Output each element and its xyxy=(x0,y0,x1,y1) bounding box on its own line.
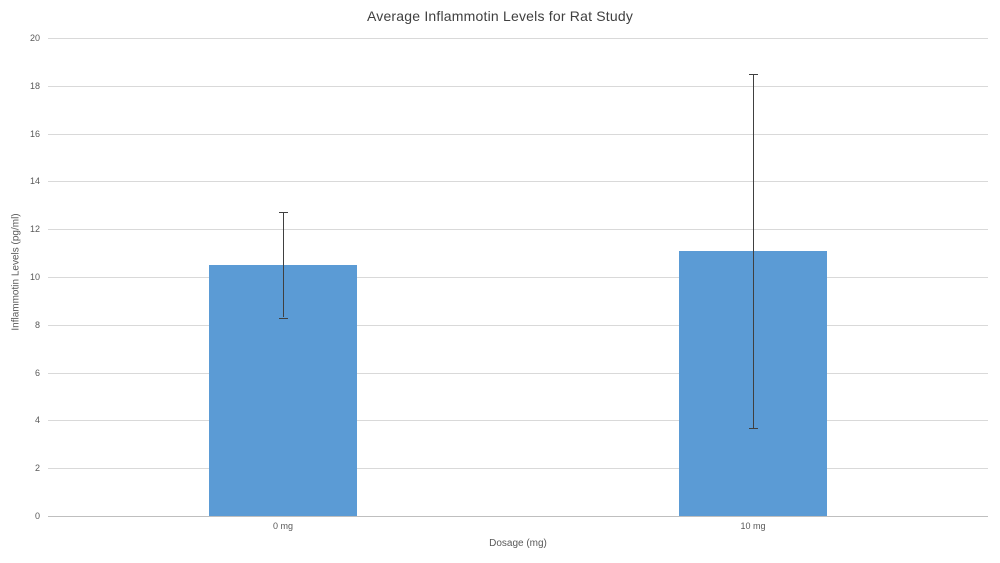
y-tick-label: 2 xyxy=(34,463,40,473)
gridline xyxy=(48,373,988,374)
gridline xyxy=(48,181,988,182)
error-bar xyxy=(283,212,284,317)
error-bar-cap xyxy=(279,318,288,319)
gridline xyxy=(48,134,988,135)
error-bar-cap xyxy=(749,428,758,429)
error-bar xyxy=(753,74,754,428)
y-tick-label: 6 xyxy=(34,368,40,378)
x-tick-label: 0 mg xyxy=(272,521,294,531)
error-bar-cap xyxy=(749,74,758,75)
chart-title: Average Inflammotin Levels for Rat Study xyxy=(366,8,634,24)
y-tick-label: 12 xyxy=(29,224,40,234)
gridline xyxy=(48,86,988,87)
y-tick-label: 4 xyxy=(34,415,40,425)
y-tick-label: 14 xyxy=(29,176,40,186)
x-tick-label: 10 mg xyxy=(740,521,766,531)
gridline xyxy=(48,420,988,421)
gridline xyxy=(48,325,988,326)
plot-area xyxy=(48,38,988,517)
gridline xyxy=(48,38,988,39)
gridline xyxy=(48,277,988,278)
y-tick-label: 8 xyxy=(34,320,40,330)
gridline xyxy=(48,229,988,230)
y-tick-label: 0 xyxy=(34,511,40,521)
error-bar-cap xyxy=(279,212,288,213)
y-tick-label: 20 xyxy=(29,33,40,43)
y-tick-label: 10 xyxy=(29,272,40,282)
y-tick-label: 16 xyxy=(29,129,40,139)
x-axis-title: Dosage (mg) xyxy=(489,538,547,549)
gridline xyxy=(48,468,988,469)
x-axis-line xyxy=(48,516,988,517)
y-tick-label: 18 xyxy=(29,81,40,91)
